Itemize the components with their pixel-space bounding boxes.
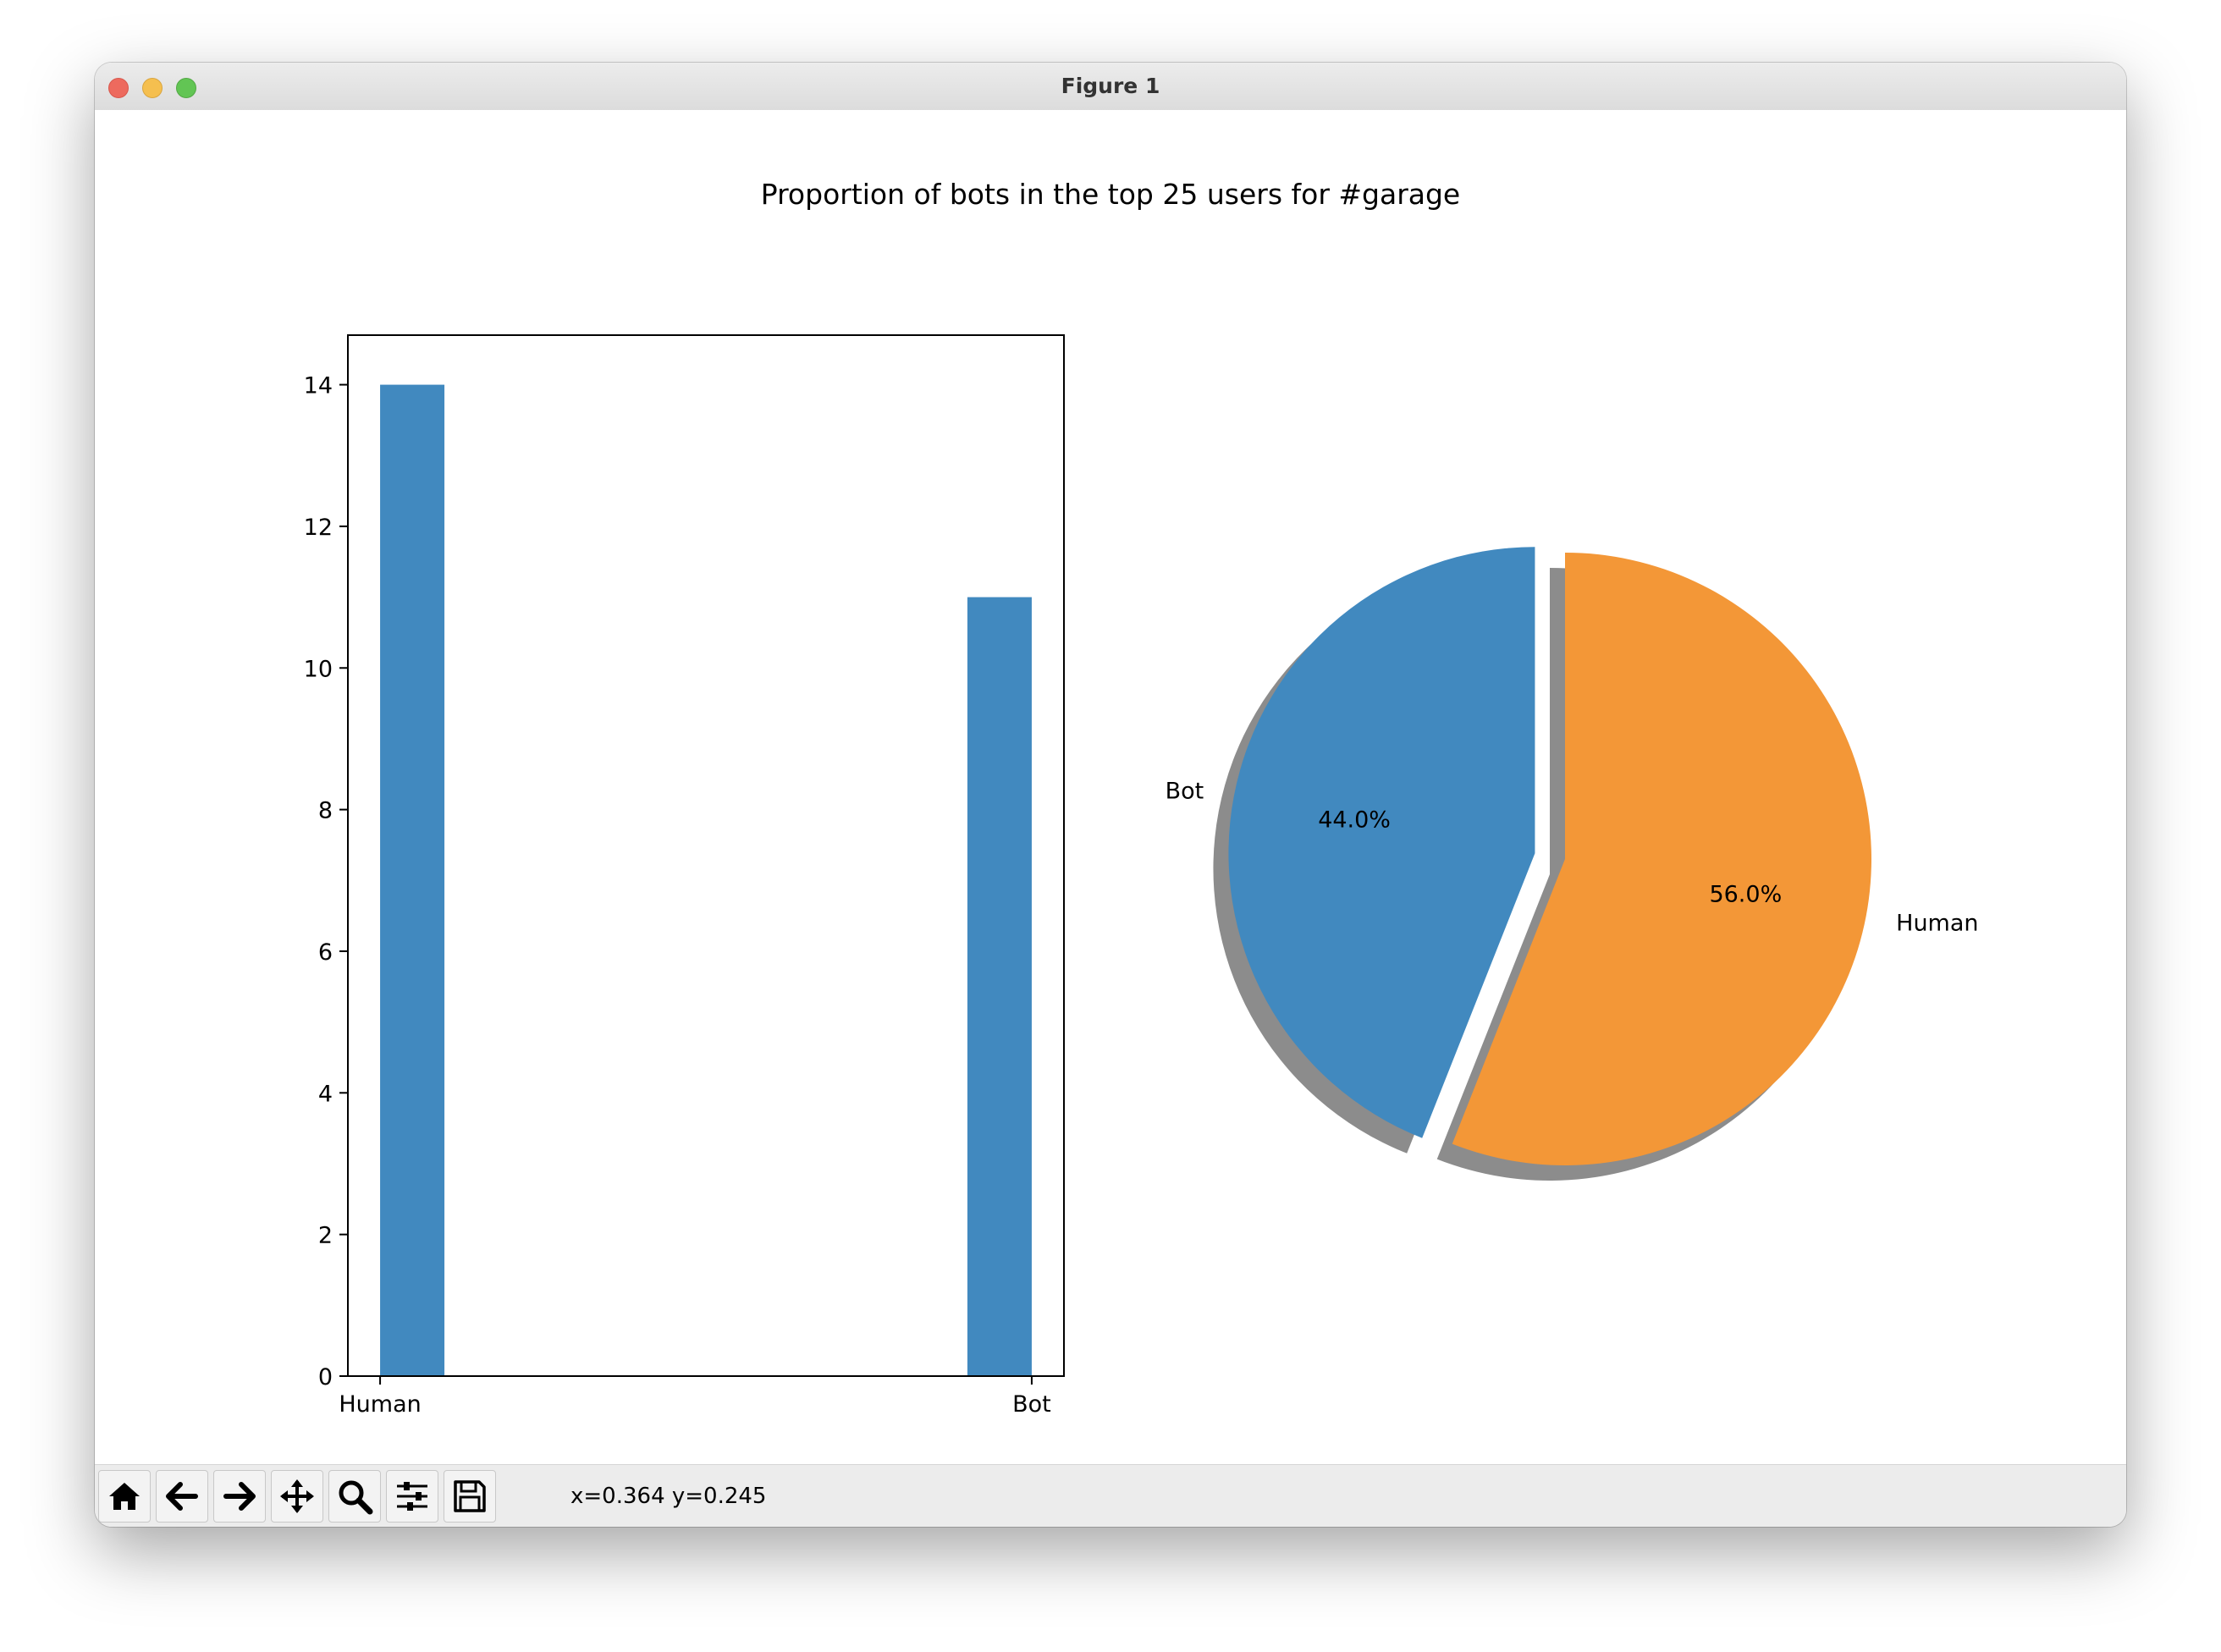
y-tick-label: 8	[318, 798, 333, 824]
x-tick-label-bot: Bot	[1012, 1391, 1051, 1418]
cursor-coordinates: x=0.364 y=0.245	[570, 1484, 767, 1509]
save-button[interactable]	[444, 1470, 496, 1523]
window-title: Figure 1	[1061, 74, 1160, 98]
y-tick-label: 10	[304, 656, 333, 682]
maximize-window-button[interactable]	[176, 78, 196, 98]
bar-human	[380, 384, 445, 1377]
pan-button[interactable]	[271, 1470, 323, 1523]
save-icon	[454, 1480, 486, 1512]
bar-bot	[967, 597, 1032, 1376]
pie-label-bot: Bot	[1166, 779, 1204, 805]
y-tick-label: 4	[318, 1081, 333, 1107]
forward-button[interactable]	[213, 1470, 266, 1523]
title-bar: Figure 1	[95, 63, 2126, 111]
y-tick-label: 2	[318, 1223, 333, 1249]
home-button[interactable]	[98, 1470, 151, 1523]
pie-percent-label-bot: 44.0%	[1318, 807, 1391, 834]
pie-slice-bot	[1228, 547, 1535, 1138]
figure-title: Proportion of bots in the top 25 users f…	[761, 178, 1460, 211]
pie-slice-human	[1452, 553, 1871, 1165]
zoom-icon	[339, 1480, 373, 1515]
chart-svg: Proportion of bots in the top 25 users f…	[304, 178, 1979, 1418]
pan-icon	[280, 1479, 314, 1513]
x-tick-label-human: Human	[339, 1391, 421, 1418]
subplots-config-icon	[397, 1482, 427, 1511]
subplots-config-button[interactable]	[386, 1470, 438, 1523]
bar-chart-axes: 0 2 4 6 8 10 12 14 Human Bot	[304, 334, 1065, 1418]
bar-axes-frame	[347, 334, 1065, 1377]
back-button[interactable]	[156, 1470, 208, 1523]
y-tick-label: 14	[304, 373, 333, 399]
pie-chart-axes: 44.0% Bot 56.0% Human	[1166, 547, 1979, 1181]
pie-percent-label-human: 56.0%	[1709, 882, 1782, 908]
home-icon	[109, 1483, 140, 1510]
zoom-button[interactable]	[328, 1470, 381, 1523]
figure-canvas: Proportion of bots in the top 25 users f…	[95, 110, 2126, 1464]
y-tick-label: 0	[318, 1364, 333, 1390]
y-tick-label: 6	[318, 939, 333, 966]
navigation-toolbar: x=0.364 y=0.245	[95, 1464, 2126, 1527]
figure-window: Figure 1 Proportion of bots in the top 2…	[95, 63, 2126, 1527]
back-arrow-icon	[166, 1482, 198, 1511]
y-tick-label: 12	[304, 515, 333, 541]
close-window-button[interactable]	[108, 78, 129, 98]
minimize-window-button[interactable]	[142, 78, 163, 98]
forward-arrow-icon	[223, 1482, 256, 1511]
pie-label-human: Human	[1896, 911, 1978, 937]
